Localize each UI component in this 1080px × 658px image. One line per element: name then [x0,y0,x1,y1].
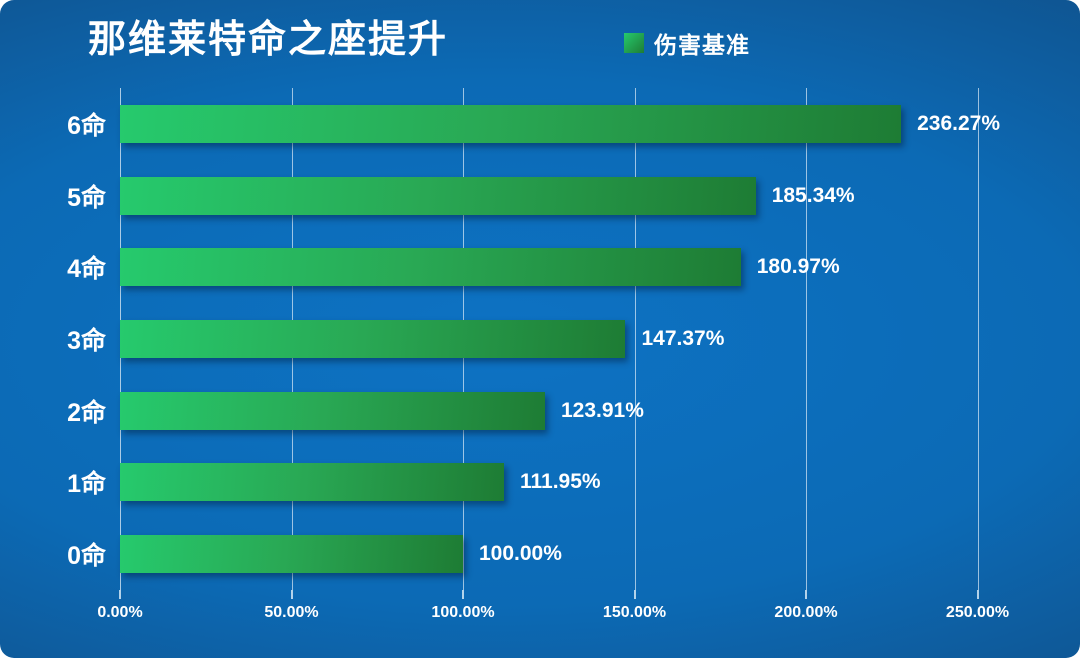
gridline-150 [634,88,636,590]
x-axis-label: 200.00% [774,604,838,621]
bar-row: 2命 123.91% [67,375,1000,447]
x-axis-tick [805,590,807,599]
bar-rows: 6命 236.27% 5命 185.34% 4命 180.97% 3命 147.… [67,88,1000,590]
bar-c6 [120,104,902,143]
bar-c3 [120,320,626,359]
value-label: 111.95% [519,470,601,494]
x-axis-tick [633,590,636,599]
bar-c4 [120,248,741,287]
x-axis-label: 0.00% [97,604,143,621]
value-label: 123.91% [561,398,644,422]
category-label: 3命 [67,327,106,356]
category-label: 2命 [67,398,106,427]
x-axis-tick [462,590,464,599]
legend-swatch-icon [624,33,644,53]
legend: 伤害基准 [624,26,750,60]
bar-row: 3命 147.37% [67,303,1000,375]
gridline-250 [977,88,979,590]
bar-row: 1命 111.95% [67,447,1000,519]
bar-row: 4命 180.97% [67,231,1000,303]
category-label: 1命 [67,470,106,499]
plot-area: 0.00% 50.00% 100.00% 150.00% 200.00% 250… [67,88,1009,621]
value-label: 236.27% [917,111,1000,135]
x-axis-label: 150.00% [602,604,667,621]
legend-series-label: 伤害基准 [654,32,750,58]
value-label: 100.00% [479,542,562,566]
bar-row: 0命 100.00% [67,518,1000,590]
bar-c1 [120,463,504,502]
category-label: 6命 [67,111,106,140]
category-label: 0命 [67,542,106,571]
value-label: 180.97% [756,255,840,279]
x-axis-label: 100.00% [431,604,495,621]
bar-c2 [120,391,545,430]
value-label: 185.34% [771,183,855,207]
bar-row: 6命 236.27% [67,88,1000,160]
x-axis-label: 250.00% [945,604,1010,621]
chart-title: 那维莱特命之座提升 [88,19,449,61]
x-axis-tick [290,590,293,599]
x-axis-tick [119,590,121,599]
x-axis-tick [976,590,979,599]
category-label: 4命 [67,255,106,284]
bar-c5 [120,176,756,215]
gridline-200 [806,88,807,590]
x-axis-label: 50.00% [264,604,319,621]
bar-row: 5命 185.34% [67,160,1000,232]
bar-c0 [120,535,463,574]
value-label: 147.37% [641,327,725,351]
category-label: 5命 [67,183,106,212]
